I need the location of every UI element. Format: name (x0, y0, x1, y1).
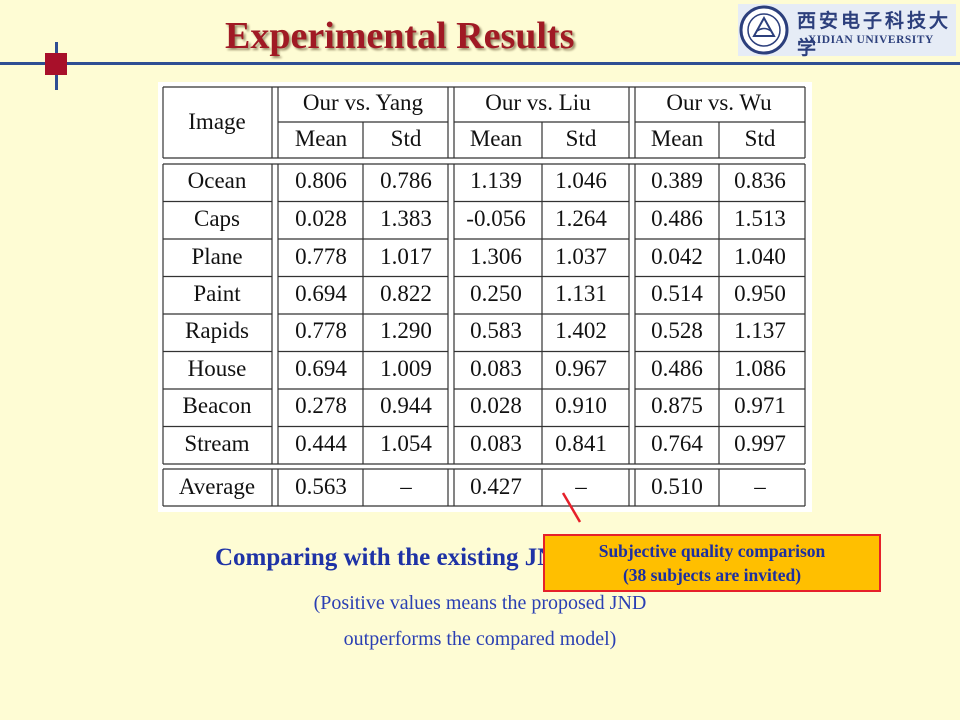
row-image-label: Beacon (182, 393, 252, 418)
header-std: Std (390, 126, 422, 151)
table-cell: 1.383 (380, 206, 432, 231)
header-group-2: Our vs. Wu (666, 90, 772, 115)
average-cell: – (400, 474, 412, 499)
table-cell: 0.910 (555, 393, 607, 418)
table-cell: 0.778 (295, 318, 347, 343)
table-cell: 1.290 (380, 318, 432, 343)
row-image-label: Caps (194, 206, 240, 231)
table-cell: 1.264 (555, 206, 607, 231)
table-cell: 1.402 (555, 318, 607, 343)
table-cell: 1.017 (380, 244, 432, 269)
header-mean: Mean (650, 126, 704, 151)
callout-pointer-line (561, 492, 582, 523)
table-cell: 0.778 (295, 244, 347, 269)
table-cell: 0.486 (651, 356, 703, 381)
table-cell: 0.278 (295, 393, 347, 418)
table-cell: 1.137 (734, 318, 786, 343)
table-cell: 0.028 (295, 206, 347, 231)
row-image-label: Ocean (187, 168, 247, 193)
header-image: Image (188, 109, 246, 134)
table-cell: 0.083 (470, 431, 522, 456)
subjective-comparison-callout: Subjective quality comparison (38 subjec… (543, 534, 881, 592)
caption-note-line-1: (Positive values means the proposed JND (313, 592, 647, 614)
table-cell: 1.306 (470, 244, 522, 269)
header-group-0: Our vs. Yang (302, 90, 424, 115)
table-cell: 1.513 (734, 206, 786, 231)
header-mean: Mean (469, 126, 523, 151)
row-image-label: House (187, 356, 247, 381)
table-grid-lines (162, 86, 806, 507)
table-cell: 1.040 (734, 244, 786, 269)
table-cell: 0.786 (380, 168, 432, 193)
table-cell: 1.131 (555, 281, 607, 306)
table-cell: 1.054 (380, 431, 432, 456)
table-cell: 0.444 (295, 431, 347, 456)
table-cell: 0.971 (734, 393, 786, 418)
row-image-label: Plane (191, 244, 243, 269)
average-cell: 0.563 (295, 474, 347, 499)
table-cell: 0.694 (295, 281, 347, 306)
table-cell: 0.083 (470, 356, 522, 381)
header-group-1: Our vs. Liu (485, 90, 591, 115)
header-std: Std (744, 126, 776, 151)
row-image-label: Stream (184, 431, 250, 456)
header-std: Std (565, 126, 597, 151)
average-cell: 0.427 (470, 474, 522, 499)
caption-note-line-2: outperforms the compared model) (343, 628, 617, 650)
table-cell: 0.806 (295, 168, 347, 193)
average-cell: 0.510 (651, 474, 703, 499)
average-cell: – (754, 474, 766, 499)
table-cell: 0.528 (651, 318, 703, 343)
table-cell: 1.009 (380, 356, 432, 381)
callout-line-1: Subjective quality comparison (598, 541, 826, 561)
university-name-en: XIDIAN UNIVERSITY (808, 34, 934, 46)
table-cell: 0.841 (555, 431, 607, 456)
table-cell: 0.250 (470, 281, 522, 306)
red-square-bullet (45, 53, 67, 75)
callout-line-2: (38 subjects are invited) (622, 565, 802, 585)
table-cell: 0.944 (380, 393, 432, 418)
table-cell: 0.514 (651, 281, 703, 306)
table-cell: 1.139 (470, 168, 522, 193)
row-image-label: Rapids (185, 318, 249, 343)
table-cell: 0.836 (734, 168, 786, 193)
average-label: Average (178, 474, 256, 499)
table-cell: 0.583 (470, 318, 522, 343)
table-cell: -0.056 (466, 206, 526, 231)
table-cell: 0.042 (651, 244, 703, 269)
table-cell: 0.764 (651, 431, 703, 456)
table-cell: 0.694 (295, 356, 347, 381)
table-cell: 0.997 (734, 431, 786, 456)
table-cell: 0.822 (380, 281, 432, 306)
university-name-cn: 西安电子科技大学 (797, 10, 952, 59)
table-cell: 0.028 (470, 393, 522, 418)
header-rule (0, 62, 960, 65)
average-cell: – (575, 474, 587, 499)
slide-title: Experimental Results (225, 15, 575, 57)
header-mean: Mean (294, 126, 348, 151)
row-image-label: Paint (193, 281, 241, 306)
table-cell: 1.046 (555, 168, 607, 193)
table-cell: 0.967 (555, 356, 607, 381)
table-cell: 0.950 (734, 281, 786, 306)
results-table: Image Our vs. Yang Our vs. Liu Our vs. Wu Me… (158, 82, 812, 512)
table-cell: 0.875 (651, 393, 703, 418)
table-cell: 1.086 (734, 356, 786, 381)
table-cell: 0.389 (651, 168, 703, 193)
table-cell: 0.486 (651, 206, 703, 231)
university-seal-icon (739, 5, 789, 55)
table-cell: 1.037 (555, 244, 607, 269)
